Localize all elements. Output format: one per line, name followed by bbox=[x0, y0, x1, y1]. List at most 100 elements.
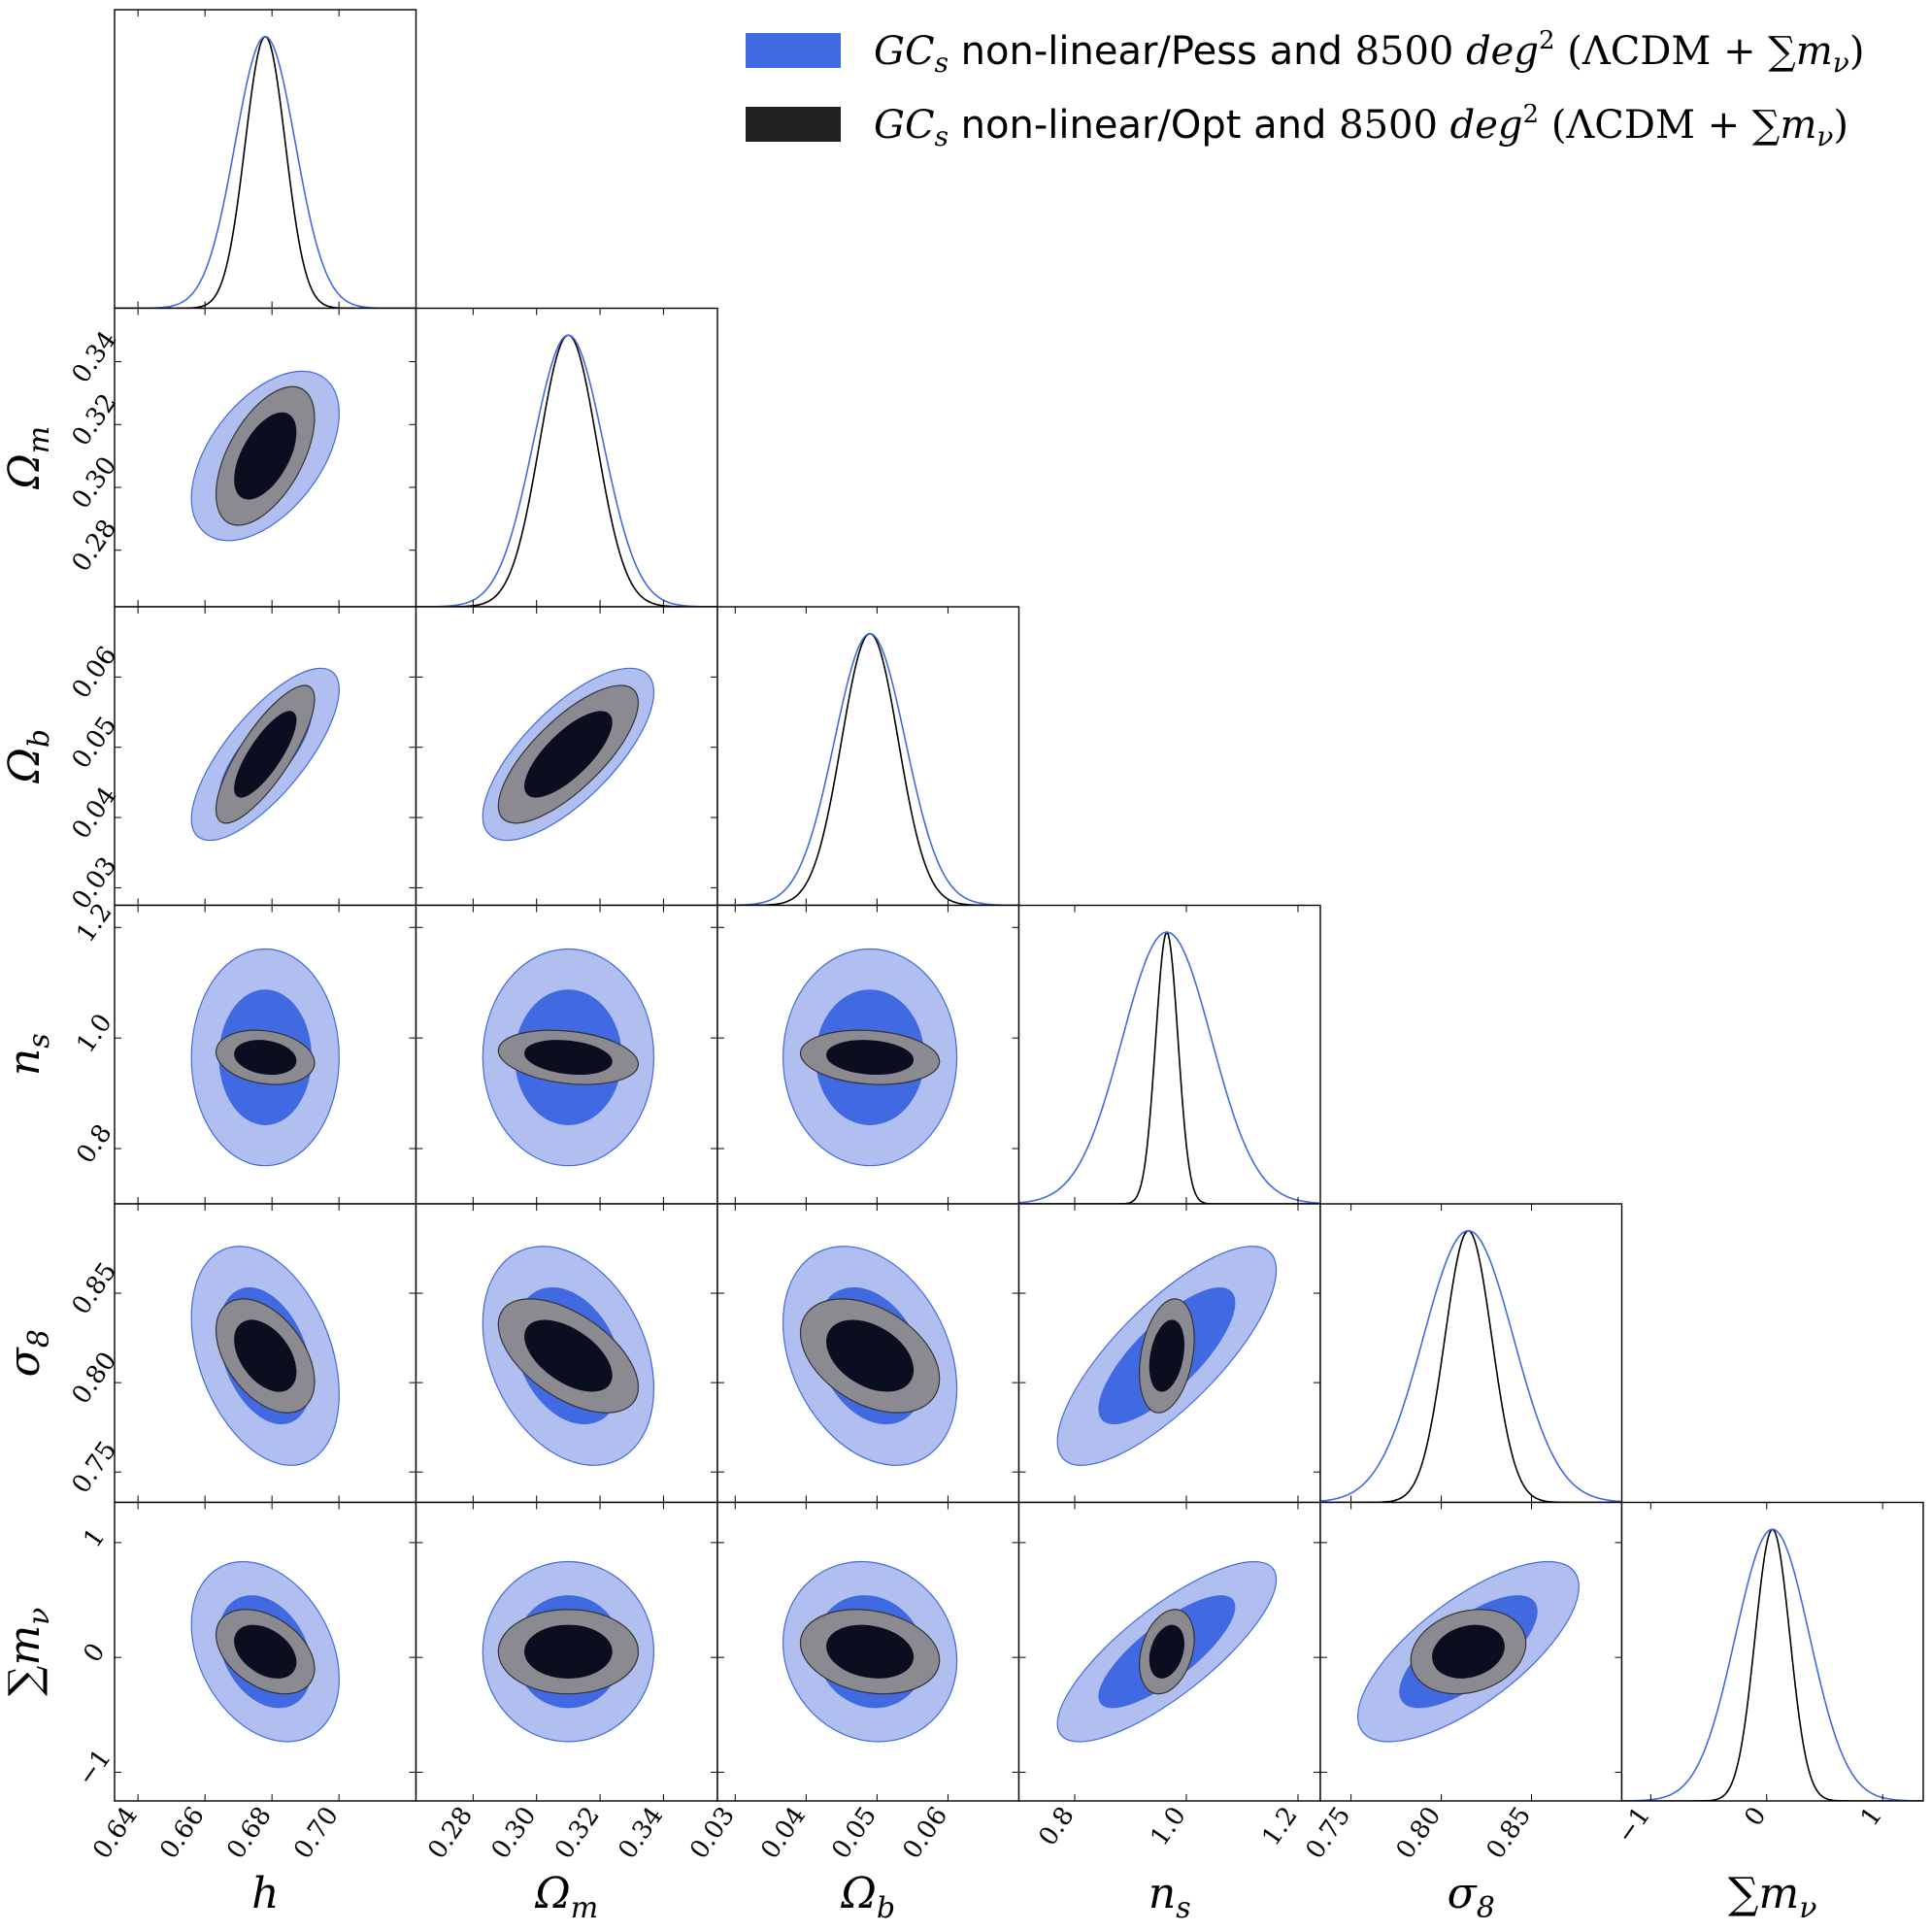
marginal-pess-omega_m bbox=[416, 334, 717, 607]
x-tick-label-omega_b: 0.06 bbox=[897, 1802, 953, 1865]
x-tick-label-omega_m: 0.30 bbox=[486, 1802, 543, 1865]
panel-frame bbox=[1620, 1501, 1924, 1802]
x-axis-label-n_s: ns bbox=[1149, 1869, 1191, 1925]
panel-bg bbox=[1018, 905, 1320, 1204]
legend-prefix: GC bbox=[874, 29, 935, 74]
panel-sum_m_nu-sum_m_nu bbox=[1620, 1501, 1924, 1802]
panel-bg bbox=[1621, 1502, 1923, 1801]
x-tick-label-omega_m: 0.28 bbox=[422, 1802, 479, 1865]
marginal-pess-h bbox=[115, 35, 416, 309]
x-tick-label-n_s: 1.2 bbox=[1256, 1802, 1303, 1851]
x-tick-label-sigma_8: 0.80 bbox=[1391, 1802, 1448, 1865]
contour-68-opt bbox=[524, 711, 613, 798]
panel-bg bbox=[115, 10, 416, 309]
x-tick-label-omega_b: 0.04 bbox=[755, 1802, 812, 1865]
x-tick-label-omega_m: 0.32 bbox=[549, 1802, 606, 1865]
contour-68-opt bbox=[234, 711, 297, 798]
panel-omega_m-sigma_8 bbox=[415, 1203, 718, 1504]
contour-68-opt bbox=[234, 412, 297, 500]
y-tick-label-sum_m_nu: 0 bbox=[78, 1638, 111, 1668]
legend-unit-sup: 2 bbox=[1539, 26, 1555, 55]
y-tick-label-n_s: 0.8 bbox=[71, 1119, 117, 1169]
contour-68-opt bbox=[234, 1319, 297, 1392]
panel-bg bbox=[1320, 1204, 1622, 1503]
panel-bg bbox=[416, 308, 717, 607]
panel-h-omega_b bbox=[114, 606, 417, 907]
legend-area: 8500 bbox=[1355, 29, 1454, 74]
panel-omega_b-sigma_8 bbox=[716, 1203, 1020, 1504]
legend-model: (ΛCDM + ∑ bbox=[1567, 29, 1796, 74]
x-tick-label-omega_b: 0.03 bbox=[684, 1802, 741, 1865]
contour-68-opt bbox=[524, 1319, 613, 1392]
panel-omega_m-omega_m bbox=[415, 307, 718, 608]
marginal-pess-sum_m_nu bbox=[1621, 1528, 1923, 1801]
x-tick-label-h: 0.70 bbox=[288, 1802, 345, 1865]
contour-68-opt bbox=[1149, 1319, 1184, 1392]
y-axis-label-sigma_8: σ8 bbox=[0, 1329, 56, 1377]
x-axis-label-sum_m_nu: ∑mν bbox=[1728, 1869, 1816, 1925]
panel-h-h bbox=[114, 9, 417, 310]
panel-h-omega_m bbox=[114, 307, 417, 608]
panel-h-n_s bbox=[114, 904, 417, 1205]
legend: GCs non-linear/Pess and 8500 deg2 (ΛCDM … bbox=[746, 26, 1864, 152]
legend-prefix-sub: s bbox=[935, 47, 949, 79]
y-axis-label-omega_m: Ωm bbox=[0, 426, 56, 490]
x-tick-label-n_s: 1.0 bbox=[1145, 1802, 1191, 1851]
contour-68-opt bbox=[826, 1624, 915, 1679]
contour-68-opt bbox=[524, 1040, 613, 1076]
x-tick-label-sigma_8: 0.85 bbox=[1481, 1802, 1537, 1865]
y-axis-label-n_s: ns bbox=[0, 1033, 56, 1076]
panel-omega_m-n_s bbox=[415, 904, 718, 1205]
panel-omega_m-omega_b bbox=[415, 606, 718, 907]
x-tick-label-h: 0.64 bbox=[87, 1802, 144, 1865]
legend-swatch-opt bbox=[746, 107, 841, 142]
panel-n_s-n_s bbox=[1017, 904, 1321, 1205]
x-axis-label-omega_b: Ωb bbox=[840, 1869, 895, 1925]
contour-68-opt bbox=[234, 1624, 297, 1679]
panel-omega_m-sum_m_nu bbox=[415, 1501, 718, 1802]
x-tick-label-h: 0.68 bbox=[221, 1802, 278, 1865]
panel-h-sigma_8 bbox=[114, 1203, 417, 1504]
y-axis-label-sum_m_nu: ∑mν bbox=[0, 1608, 56, 1696]
y-axis-label-omega_b: Ωb bbox=[0, 729, 56, 784]
x-axis-label-sigma_8: σ8 bbox=[1448, 1869, 1495, 1925]
legend-label-pess: non-linear/Pess and bbox=[961, 29, 1343, 74]
panel-h-sum_m_nu bbox=[114, 1501, 417, 1802]
x-tick-label-sum_m_nu: −1 bbox=[1612, 1802, 1657, 1849]
contour-68-opt bbox=[1149, 1624, 1184, 1679]
x-tick-label-sum_m_nu: 1 bbox=[1855, 1802, 1888, 1832]
x-tick-label-h: 0.66 bbox=[154, 1802, 211, 1865]
legend-model-close: ) bbox=[1849, 29, 1865, 74]
panel-n_s-sigma_8 bbox=[1017, 1203, 1321, 1504]
legend-entry-pess: GCs non-linear/Pess and 8500 deg2 (ΛCDM … bbox=[874, 26, 1864, 79]
x-axis-label-h: h bbox=[251, 1869, 279, 1918]
marginal-opt-n_s bbox=[1018, 930, 1320, 1204]
y-tick-label-sum_m_nu: 1 bbox=[78, 1523, 111, 1553]
marginal-pess-n_s bbox=[1018, 931, 1320, 1204]
legend-swatch-pess bbox=[746, 33, 841, 68]
marginal-pess-sigma_8 bbox=[1320, 1229, 1622, 1503]
legend-unit: deg bbox=[1466, 29, 1539, 74]
x-tick-label-n_s: 0.8 bbox=[1033, 1802, 1080, 1851]
x-axis-label-omega_m: Ωm bbox=[534, 1869, 598, 1925]
legend-label-opt: non-linear/Opt and bbox=[961, 103, 1327, 148]
legend-entry-opt: GCs non-linear/Opt and 8500 deg2 (ΛCDM +… bbox=[874, 100, 1848, 152]
contour-68-opt bbox=[826, 1040, 915, 1076]
contour-68-opt bbox=[826, 1319, 915, 1392]
x-tick-label-omega_b: 0.05 bbox=[826, 1802, 882, 1865]
contour-68-opt bbox=[1432, 1624, 1505, 1679]
panel-omega_b-sum_m_nu bbox=[716, 1501, 1020, 1802]
legend-model-sub: ν bbox=[1833, 47, 1849, 79]
panels bbox=[114, 9, 1924, 1802]
marginal-pess-omega_b bbox=[717, 632, 1019, 906]
y-tick-label-sum_m_nu: −1 bbox=[72, 1745, 117, 1792]
contour-68-opt bbox=[234, 1040, 297, 1076]
x-tick-label-sigma_8: 0.75 bbox=[1301, 1802, 1357, 1865]
contour-68-opt bbox=[524, 1624, 613, 1679]
legend-model-m: m bbox=[1796, 29, 1833, 74]
panel-sigma_8-sum_m_nu bbox=[1319, 1501, 1623, 1802]
panel-omega_b-omega_b bbox=[716, 606, 1020, 907]
panel-omega_b-n_s bbox=[716, 904, 1020, 1205]
panel-bg bbox=[717, 607, 1019, 906]
